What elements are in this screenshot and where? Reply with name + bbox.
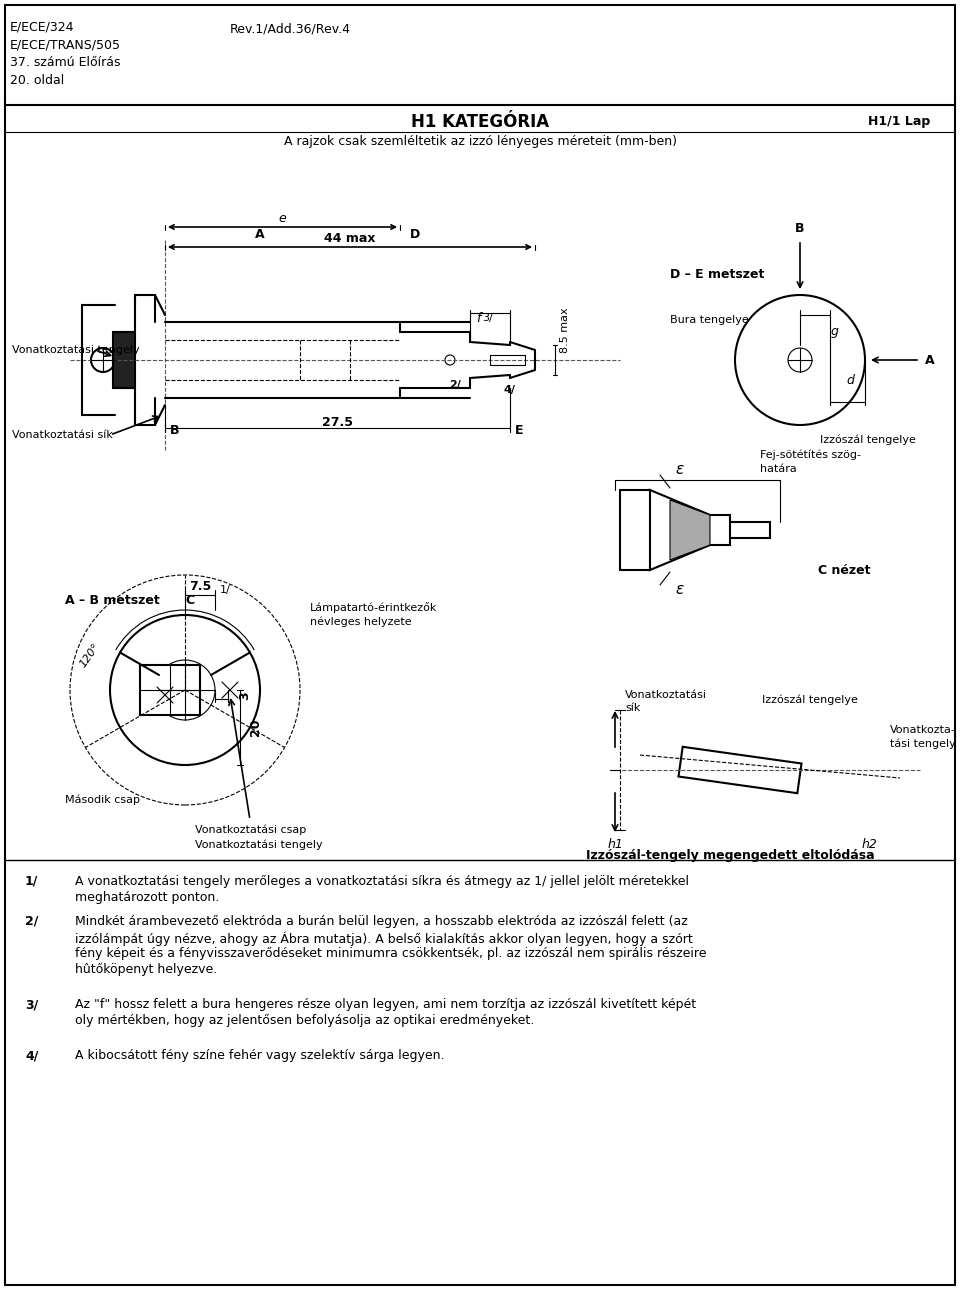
Bar xyxy=(140,666,200,715)
Text: 44 max: 44 max xyxy=(324,231,375,245)
Text: 37. számú Előírás: 37. számú Előírás xyxy=(10,55,121,68)
Text: 4/: 4/ xyxy=(504,384,516,395)
Text: B: B xyxy=(170,423,180,436)
Text: 20. oldal: 20. oldal xyxy=(10,74,64,86)
Text: f: f xyxy=(476,311,480,325)
Text: e: e xyxy=(278,212,286,224)
Text: A kibocsátott fény színe fehér vagy szelektív sárga legyen.: A kibocsátott fény színe fehér vagy szel… xyxy=(75,1049,444,1063)
Text: A: A xyxy=(255,228,265,241)
Text: h1: h1 xyxy=(607,838,623,851)
Text: 7.5: 7.5 xyxy=(189,580,211,593)
Text: Fej-sötétítés szög-: Fej-sötétítés szög- xyxy=(760,450,861,461)
Text: Vonatkoztatási tengely: Vonatkoztatási tengely xyxy=(195,840,323,850)
Text: ε: ε xyxy=(676,583,684,597)
Text: d: d xyxy=(846,374,854,387)
Text: Rev.1/Add.36/Rev.4: Rev.1/Add.36/Rev.4 xyxy=(230,22,351,35)
Text: A vonatkoztatási tengely merőleges a vonatkoztatási síkra és átmegy az 1/ jellel: A vonatkoztatási tengely merőleges a von… xyxy=(75,875,689,888)
Text: B: B xyxy=(795,222,804,235)
Text: 2/: 2/ xyxy=(25,915,38,928)
Text: Vonatkoztatási sík: Vonatkoztatási sík xyxy=(12,430,113,440)
Text: 8.5 max: 8.5 max xyxy=(560,307,570,352)
Text: meghatározott ponton.: meghatározott ponton. xyxy=(75,891,219,904)
Text: Lámpatartó-érintkezők: Lámpatartó-érintkezők xyxy=(310,602,438,614)
Bar xyxy=(113,332,135,388)
Text: A rajzok csak szemléltetik az izzó lényeges méreteit (mm-ben): A rajzok csak szemléltetik az izzó lénye… xyxy=(283,135,677,148)
Text: fény képeit és a fényvisszaverődéseket minimumra csökkentsék, pl. az izzószál ne: fény képeit és a fényvisszaverődéseket m… xyxy=(75,947,707,960)
Text: 3/: 3/ xyxy=(483,313,493,322)
Text: tási tengely: tási tengely xyxy=(890,739,956,749)
Text: E: E xyxy=(515,423,523,436)
Text: 3/: 3/ xyxy=(25,998,38,1011)
Text: oly mértékben, hogy az jelentősen befolyásolja az optikai eredményeket.: oly mértékben, hogy az jelentősen befoly… xyxy=(75,1014,535,1027)
Text: Izzószál tengelye: Izzószál tengelye xyxy=(820,435,916,445)
Text: D: D xyxy=(410,228,420,241)
Text: g: g xyxy=(831,325,839,338)
Text: határa: határa xyxy=(760,464,797,473)
Text: h2: h2 xyxy=(862,838,878,851)
Text: ε: ε xyxy=(676,463,684,477)
Text: Vonatkoztatási tengely: Vonatkoztatási tengely xyxy=(12,344,139,355)
Text: D – E metszet: D – E metszet xyxy=(670,268,764,281)
Text: hûtőköpenyt helyezve.: hûtőköpenyt helyezve. xyxy=(75,964,217,977)
Text: Izzószál-tengely megengedett eltolódása: Izzószál-tengely megengedett eltolódása xyxy=(586,849,875,862)
Text: névleges helyzete: névleges helyzete xyxy=(310,617,412,627)
Bar xyxy=(679,747,802,793)
Text: 1/: 1/ xyxy=(25,875,38,888)
Text: 1/: 1/ xyxy=(220,584,230,595)
Polygon shape xyxy=(670,501,710,560)
Text: C: C xyxy=(185,593,195,606)
Text: Második csap: Második csap xyxy=(65,795,140,805)
Text: Mindkét árambevezető elektróda a burán belül legyen, a hosszabb elektróda az izz: Mindkét árambevezető elektróda a burán b… xyxy=(75,915,687,929)
Text: Bura tengelye: Bura tengelye xyxy=(670,315,749,325)
Text: A: A xyxy=(925,353,935,366)
Text: 2/: 2/ xyxy=(449,381,461,390)
Text: 120°: 120° xyxy=(78,641,102,670)
Text: C nézet: C nézet xyxy=(818,564,870,577)
Text: 27.5: 27.5 xyxy=(322,415,353,428)
Text: E/ECE/TRANS/505: E/ECE/TRANS/505 xyxy=(10,37,121,52)
Text: Izzószál tengelye: Izzószál tengelye xyxy=(762,695,858,706)
Text: A – B metszet: A – B metszet xyxy=(65,593,159,606)
Text: Vonatkozta-: Vonatkozta- xyxy=(890,725,956,735)
Text: 20: 20 xyxy=(249,719,261,737)
Text: izzólámpát úgy nézve, ahogy az Ábra mutatja). A belső kialakítás akkor olyan leg: izzólámpát úgy nézve, ahogy az Ábra muta… xyxy=(75,931,693,946)
Text: E/ECE/324: E/ECE/324 xyxy=(10,21,75,34)
Text: sík: sík xyxy=(625,703,640,713)
Text: 4/: 4/ xyxy=(25,1049,38,1063)
Text: Vonatkoztatási: Vonatkoztatási xyxy=(625,690,707,700)
Text: H1 KATEGÓRIA: H1 KATEGÓRIA xyxy=(411,114,549,132)
Text: Vonatkoztatási csap: Vonatkoztatási csap xyxy=(195,824,306,835)
Text: H1/1 Lap: H1/1 Lap xyxy=(868,116,930,129)
Text: Az "f" hossz felett a bura hengeres része olyan legyen, ami nem torzítja az izzó: Az "f" hossz felett a bura hengeres rész… xyxy=(75,998,696,1011)
Text: 3: 3 xyxy=(238,691,252,700)
